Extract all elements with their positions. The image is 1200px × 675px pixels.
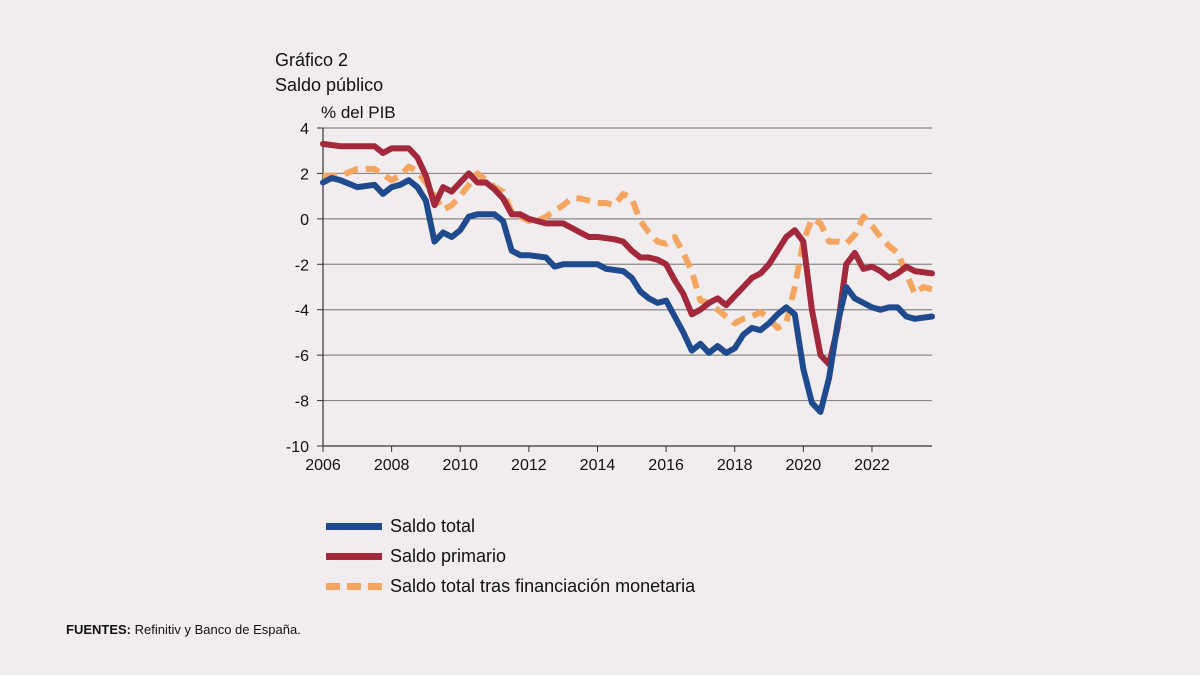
x-tick-label-2020: 2020	[786, 457, 822, 474]
y-tick-label--8: -8	[295, 394, 309, 411]
x-tick-label-2022: 2022	[854, 457, 890, 474]
series-line-saldo-primario	[320, 140, 935, 368]
x-tick-label-2014: 2014	[580, 457, 616, 474]
legend-swatch-saldo-total	[326, 522, 382, 530]
legend-label-saldo-monetaria: Saldo total tras financiación monetaria	[390, 575, 696, 596]
x-tick-label-2010: 2010	[442, 457, 478, 474]
y-tick-label--6: -6	[295, 348, 309, 365]
legend-swatch-saldo-monetaria	[326, 582, 382, 590]
chart-number: Gráfico 2	[275, 50, 349, 70]
chart-heading: Gráfico 2 Saldo público	[275, 48, 383, 98]
legend-item-saldo-primario: Saldo primario	[326, 541, 695, 571]
legend-label-saldo-total: Saldo total	[390, 515, 476, 536]
x-tick-label-2006: 2006	[305, 457, 341, 474]
x-tick-label-2012: 2012	[511, 457, 547, 474]
source-label: FUENTES:	[66, 622, 131, 637]
x-tick-label-2008: 2008	[374, 457, 410, 474]
y-tick-label-2: 2	[300, 166, 309, 183]
x-tick-labels: 2006 2008 2010 2012 2014 2016 2018 2020 2022	[305, 457, 890, 474]
x-tick-label-2018: 2018	[717, 457, 753, 474]
unit-label: % del PIB	[321, 103, 396, 122]
legend-label-saldo-primario: Saldo primario	[390, 545, 507, 566]
legend: Saldo total Saldo primario Saldo total t…	[326, 511, 695, 601]
y-tick-label--10: -10	[286, 439, 309, 456]
legend-swatch-saldo-primario	[326, 552, 382, 560]
y-tick-label--4: -4	[295, 303, 309, 320]
legend-item-saldo-total: Saldo total	[326, 511, 695, 541]
y-tick-labels: 4 2 0 -2 -4 -6 -8 -10	[286, 121, 309, 456]
series-line-saldo-monetaria	[323, 163, 933, 331]
y-tick-label-0: 0	[300, 212, 309, 229]
legend-item-saldo-monetaria: Saldo total tras financiación monetaria	[326, 571, 695, 601]
x-tick-label-2016: 2016	[648, 457, 684, 474]
source-text: Refinitiv y Banco de España.	[134, 622, 301, 637]
source-note: FUENTES: Refinitiv y Banco de España.	[66, 622, 301, 637]
chart-title: Saldo público	[275, 75, 384, 95]
y-tick-label-4: 4	[300, 121, 309, 138]
series-line-saldo-total	[320, 175, 935, 415]
y-tick-label--2: -2	[295, 257, 309, 274]
series-lines	[320, 140, 935, 415]
